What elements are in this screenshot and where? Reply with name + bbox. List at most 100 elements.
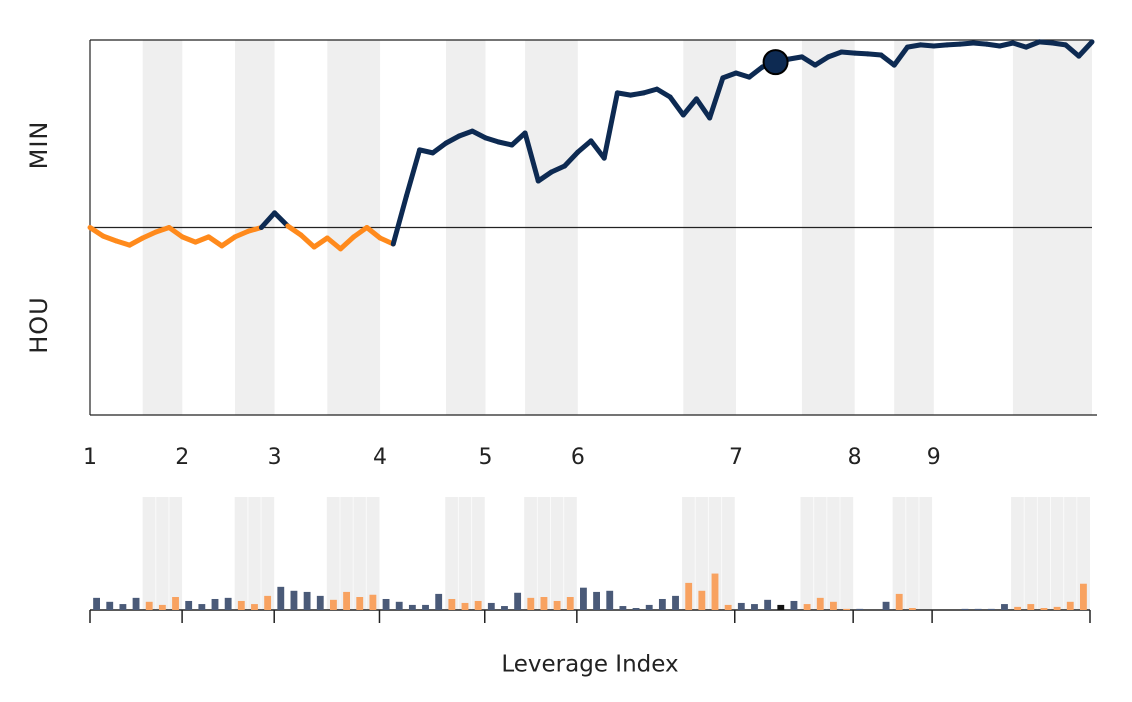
y-label-top: MIN	[25, 121, 53, 170]
leverage-bar	[435, 593, 443, 610]
win-probability-segment	[588, 138, 607, 161]
leverage-bar	[580, 587, 587, 610]
leverage-bar	[1027, 604, 1035, 610]
x-tick-label: 1	[83, 445, 97, 470]
win-probability-segment	[258, 210, 278, 230]
leverage-bar	[711, 573, 719, 610]
win-probability-segment	[1063, 42, 1082, 59]
leverage-bar	[1040, 608, 1048, 610]
leverage-bar	[106, 601, 114, 610]
win-probability-segment	[667, 94, 686, 118]
leverage-bar	[251, 604, 258, 610]
win-probability-segment	[1076, 39, 1095, 59]
y-label-bottom: HOU	[25, 296, 53, 354]
win-probability-segment	[680, 96, 699, 118]
leverage-bar	[1080, 583, 1087, 610]
win-probability-segment	[746, 64, 765, 80]
leverage-bar	[474, 600, 482, 610]
leverage-bar	[356, 597, 364, 610]
leverage-bar	[790, 600, 798, 610]
leverage-bar	[461, 602, 469, 610]
leverage-bar	[527, 597, 535, 610]
leverage-bar	[290, 590, 298, 610]
inning-band	[892, 497, 933, 610]
win-probability-segment	[298, 232, 317, 250]
leverage-bar	[619, 606, 627, 610]
leverage-bar	[158, 604, 166, 610]
leverage-bar	[987, 608, 995, 610]
leverage-bar	[540, 597, 548, 610]
x-tick-label: 4	[373, 445, 387, 470]
win-probability-segment	[219, 234, 238, 249]
leverage-bar	[224, 597, 232, 610]
leverage-bar	[816, 597, 824, 610]
leverage-bar	[501, 606, 508, 610]
leverage-bar	[237, 600, 245, 610]
leverage-bar	[343, 591, 350, 610]
leverage-bar	[382, 598, 390, 610]
x-tick-label: 7	[729, 445, 743, 470]
leverage-bar	[672, 595, 679, 610]
leverage-bar	[316, 595, 324, 610]
x-tick-label: 6	[571, 445, 585, 470]
win-probability-segment	[812, 54, 831, 68]
win-probability-segment	[522, 130, 541, 184]
win-probability-segment	[351, 225, 370, 240]
leverage-bar	[303, 591, 311, 610]
leverage-bar	[803, 604, 811, 610]
leverage-bar	[974, 608, 982, 610]
leverage-bar	[145, 601, 153, 610]
leverage-bar	[1001, 604, 1008, 610]
win-probability-segment	[311, 235, 330, 250]
leverage-bar	[645, 604, 653, 610]
win-probability-segment	[878, 52, 897, 68]
leverage-bar	[93, 597, 100, 610]
leverage-bar	[856, 608, 864, 610]
win-probability-segment	[799, 54, 818, 68]
leverage-bar	[698, 590, 706, 610]
leverage-bar	[264, 595, 272, 610]
leverage-bar	[487, 602, 495, 610]
leverage-bar	[658, 598, 666, 610]
win-probability-segment	[338, 234, 357, 252]
x-tick-label: 5	[479, 445, 493, 470]
win-probability-segment	[693, 96, 713, 121]
win-probability-segment	[206, 234, 225, 249]
inning-band	[234, 497, 275, 610]
win-probability-segment	[166, 225, 185, 240]
leverage-bar	[119, 604, 127, 610]
leverage-bar	[882, 601, 890, 610]
leverage-bar	[895, 593, 903, 610]
win-probability-segment	[324, 235, 343, 252]
leverage-bar	[172, 597, 179, 610]
leverage-bar	[448, 598, 456, 610]
x-tick-label: 2	[175, 445, 189, 470]
leverage-bar	[908, 608, 916, 610]
win-probability-segment	[87, 225, 106, 239]
leverage-bar	[632, 608, 640, 610]
leverage-bar	[553, 600, 561, 610]
leverage-bar	[961, 608, 969, 610]
win-probability-segment	[707, 75, 726, 121]
x-tick-label: 9	[927, 445, 941, 470]
leverage-bar	[751, 604, 758, 610]
leverage-bar	[606, 590, 614, 610]
leverage-bar	[198, 604, 206, 610]
leverage-bar	[566, 597, 574, 610]
win-probability-segment	[509, 130, 528, 148]
leverage-bar	[132, 597, 140, 610]
win-probability-segment	[272, 210, 291, 229]
leverage-bar	[1053, 606, 1061, 610]
leverage-bar	[408, 604, 416, 610]
leverage-bar	[211, 598, 219, 610]
leverage-bar	[330, 599, 337, 610]
leverage-bar	[685, 582, 693, 610]
leverage-bar	[395, 601, 403, 610]
selected-play-marker	[762, 49, 789, 76]
win-probability-segment	[364, 225, 383, 241]
win-probability-segment	[601, 90, 620, 161]
win-probability-segment	[562, 149, 581, 169]
win-probability-segment	[891, 44, 910, 68]
leverage-bar	[185, 600, 193, 610]
